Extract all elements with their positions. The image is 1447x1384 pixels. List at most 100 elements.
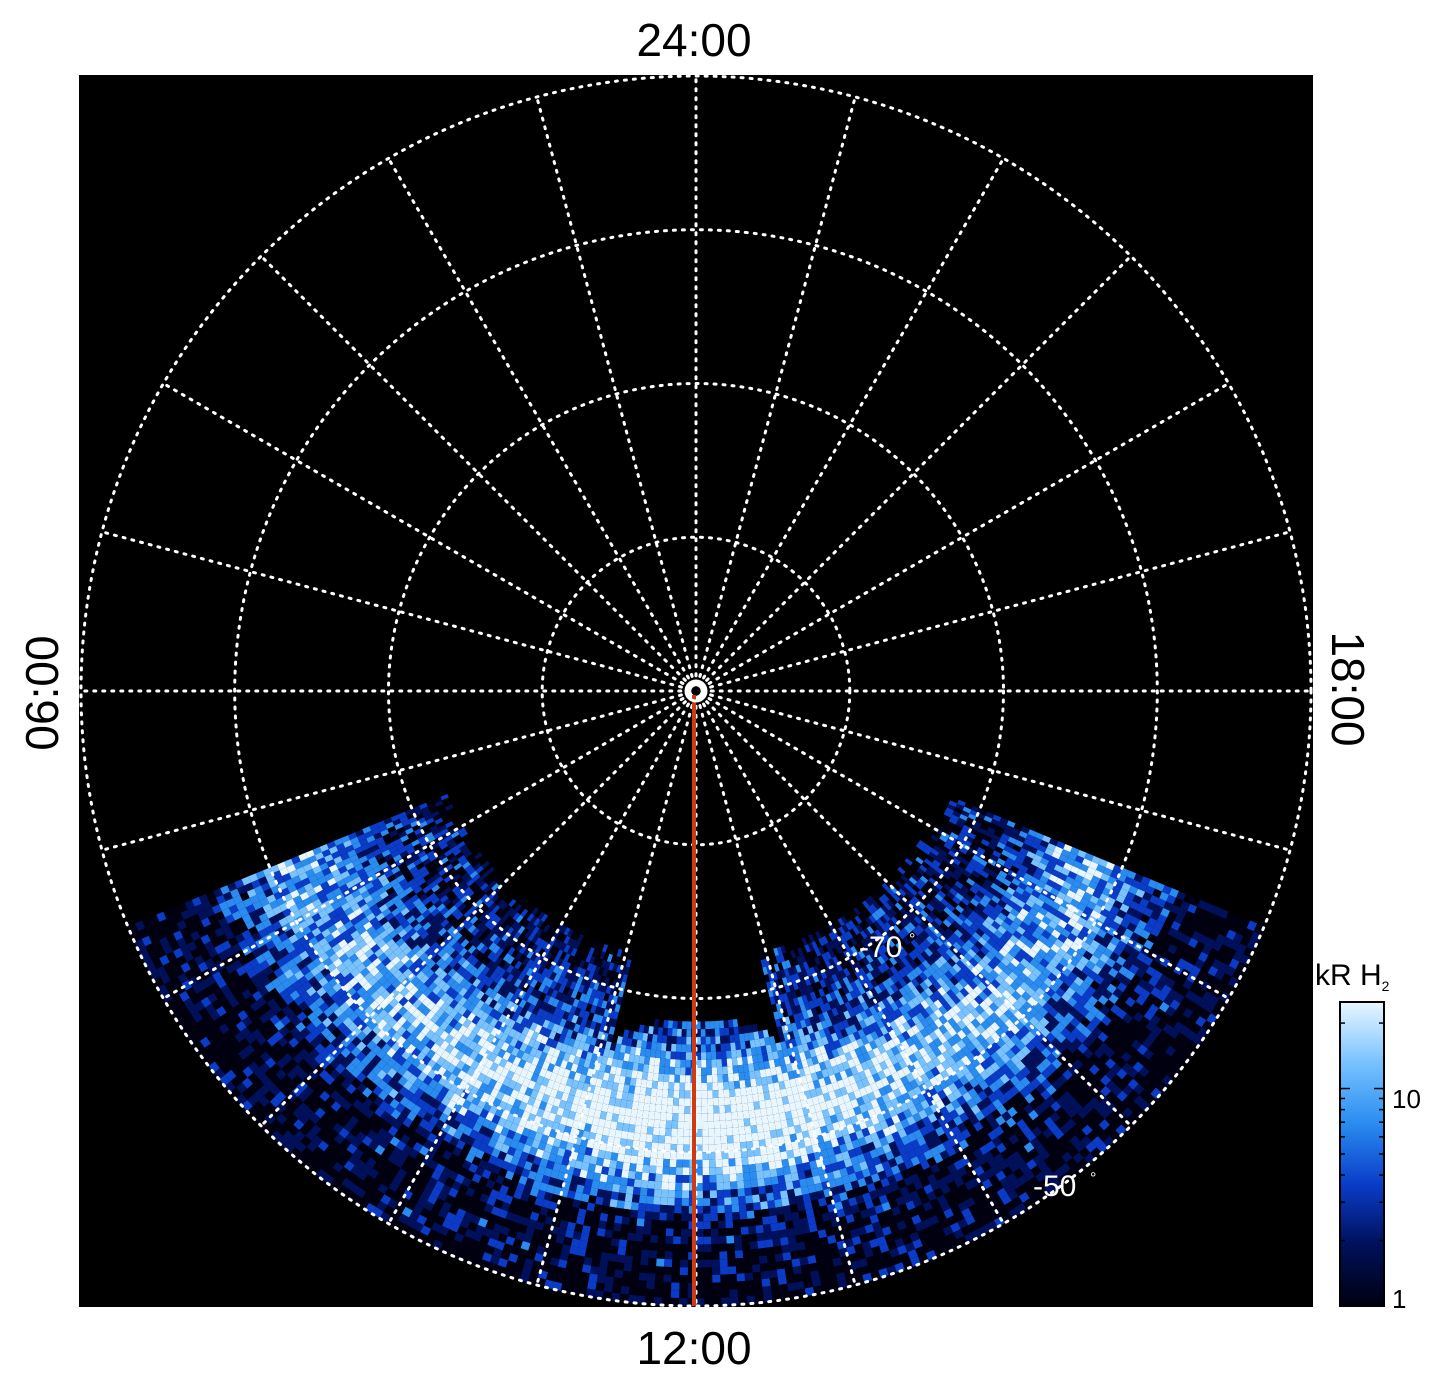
emission-cell	[298, 1048, 309, 1059]
emission-cell	[736, 1103, 743, 1112]
emission-cell	[447, 867, 456, 876]
emission-cell	[680, 1067, 686, 1076]
emission-cell	[247, 1106, 259, 1118]
emission-cell	[797, 1249, 808, 1259]
emission-cell	[192, 983, 203, 994]
emission-cell	[657, 1027, 664, 1036]
emission-cell	[265, 924, 276, 935]
emission-cell	[392, 1021, 402, 1032]
emission-cell	[706, 1075, 713, 1083]
emission-cell	[580, 1232, 590, 1242]
emission-cell	[329, 1139, 341, 1151]
emission-cell	[492, 945, 501, 954]
emission-cell	[754, 1217, 763, 1226]
emission-cell	[387, 1125, 399, 1137]
emission-cell	[723, 1189, 732, 1198]
emission-cell	[666, 1212, 675, 1221]
emission-cell	[259, 960, 270, 971]
emission-cell	[450, 980, 460, 991]
emission-cell	[478, 954, 488, 964]
emission-cell	[373, 1096, 384, 1107]
emission-cell	[383, 817, 393, 825]
emission-cell	[437, 853, 447, 862]
emission-cell	[634, 1233, 644, 1242]
emission-cell	[675, 1167, 683, 1176]
emission-cell	[281, 1063, 293, 1075]
emission-cell	[224, 1081, 236, 1093]
emission-cell	[255, 870, 266, 880]
emission-cell	[735, 1095, 742, 1105]
emission-cell	[446, 878, 455, 887]
emission-cell	[264, 1101, 276, 1113]
emission-cell	[247, 984, 259, 996]
emission-cell	[272, 905, 283, 916]
emission-cell	[180, 962, 191, 973]
emission-cell	[480, 882, 489, 891]
emission-cell	[392, 818, 402, 826]
emission-cell	[366, 912, 376, 922]
emission-cell	[736, 1173, 744, 1182]
emission-cell	[510, 920, 519, 930]
emission-cell	[429, 824, 439, 832]
emission-cell	[671, 1120, 679, 1129]
emission-cell	[395, 886, 405, 896]
emission-cell	[595, 1235, 605, 1245]
emission-cell	[685, 1052, 691, 1060]
emission-cell	[272, 870, 282, 880]
emission-cell	[428, 892, 437, 901]
emission-cell	[355, 996, 366, 1007]
emission-cell	[725, 1212, 733, 1221]
emission-cell	[350, 1165, 362, 1177]
emission-cell	[396, 1035, 407, 1046]
emission-cell	[290, 964, 301, 975]
emission-cell	[259, 897, 270, 907]
emission-cell	[330, 1101, 342, 1112]
emission-cell	[314, 918, 325, 928]
emission-cell	[444, 1034, 454, 1044]
emission-cell	[736, 1057, 743, 1066]
emission-cell	[740, 1087, 747, 1096]
emission-cell	[192, 1011, 204, 1023]
emission-cell	[400, 920, 410, 929]
emission-cell	[650, 1227, 659, 1236]
emission-cell	[713, 1105, 720, 1114]
emission-cell	[614, 1168, 623, 1178]
emission-cell	[416, 970, 426, 981]
emission-cell	[372, 957, 382, 968]
emission-cell	[243, 1005, 255, 1017]
emission-cell	[408, 963, 418, 973]
emission-cell	[340, 852, 350, 861]
emission-cell	[458, 1006, 467, 1016]
emission-cell	[495, 947, 504, 957]
emission-cell	[173, 912, 184, 924]
emission-cell	[409, 906, 419, 916]
emission-cell	[237, 982, 248, 994]
emission-cell	[424, 901, 434, 910]
emission-cell	[651, 1080, 658, 1089]
emission-cell	[407, 1004, 417, 1015]
emission-cell	[409, 919, 420, 928]
emission-cell	[305, 902, 316, 912]
emission-cell	[217, 917, 229, 928]
emission-cell	[655, 1173, 663, 1182]
emission-cell	[613, 1277, 623, 1286]
emission-cell	[462, 930, 472, 939]
emission-cell	[310, 1027, 321, 1038]
emission-cell	[408, 1084, 419, 1095]
emission-cell	[337, 925, 348, 935]
emission-cell	[249, 1050, 260, 1062]
emission-cell	[368, 976, 378, 987]
emission-cell	[423, 1075, 433, 1086]
emission-cell	[152, 958, 163, 970]
emission-cell	[712, 1290, 722, 1299]
emission-cell	[397, 1066, 407, 1077]
emission-cell	[732, 1211, 741, 1221]
emission-cell	[391, 866, 401, 875]
emission-cell	[248, 910, 259, 920]
emission-cell	[203, 986, 214, 997]
emission-cell	[282, 1042, 294, 1054]
emission-cell	[446, 838, 455, 846]
emission-cell	[157, 984, 169, 996]
emission-cell	[418, 820, 428, 829]
emission-cell	[376, 985, 386, 996]
